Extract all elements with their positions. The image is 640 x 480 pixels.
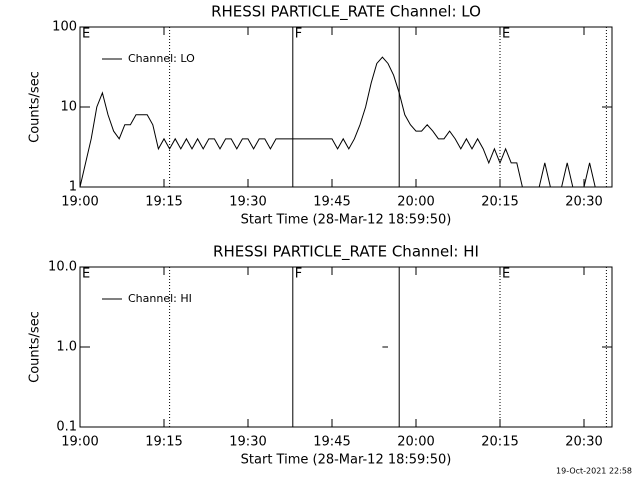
x-tick-label: 19:30 bbox=[229, 195, 266, 210]
y-axis-label: Counts/sec bbox=[28, 311, 43, 383]
marker-label: E bbox=[82, 267, 90, 282]
marker-label: F bbox=[295, 27, 302, 42]
x-tick-label: 20:00 bbox=[397, 195, 434, 210]
y-tick-label: 1 bbox=[69, 180, 77, 195]
x-tick-label: 20:00 bbox=[397, 435, 434, 450]
x-tick-label: 20:30 bbox=[565, 435, 602, 450]
marker-label: E bbox=[82, 27, 90, 42]
legend-label: Channel: HI bbox=[128, 292, 192, 305]
plot-frame bbox=[79, 26, 613, 188]
x-tick-label: 20:15 bbox=[481, 195, 518, 210]
y-axis-label: Counts/sec bbox=[28, 71, 43, 143]
legend-label: Channel: LO bbox=[128, 52, 195, 65]
x-tick-label: 20:15 bbox=[481, 435, 518, 450]
marker-label: E bbox=[502, 267, 510, 282]
chart-title: RHESSI PARTICLE_RATE Channel: LO bbox=[211, 3, 481, 22]
x-axis-label: Start Time (28-Mar-12 18:59:50) bbox=[241, 453, 452, 468]
y-tick-label: 1.0 bbox=[56, 340, 77, 355]
chart-title: RHESSI PARTICLE_RATE Channel: HI bbox=[213, 243, 479, 262]
x-tick-label: 19:30 bbox=[229, 435, 266, 450]
x-axis-label: Start Time (28-Mar-12 18:59:50) bbox=[241, 213, 452, 228]
footer: 19-Oct-2021 22:58 bbox=[556, 467, 632, 476]
x-tick-label: 19:45 bbox=[313, 195, 350, 210]
y-tick-label: 10.0 bbox=[48, 260, 77, 275]
x-tick-label: 19:00 bbox=[61, 195, 98, 210]
x-tick-label: 19:45 bbox=[313, 435, 350, 450]
x-tick-label: 19:00 bbox=[61, 435, 98, 450]
y-tick-label: 0.1 bbox=[56, 420, 77, 435]
y-tick-label: 10 bbox=[60, 100, 77, 115]
x-tick-label: 20:30 bbox=[565, 195, 602, 210]
marker-label: F bbox=[295, 267, 302, 282]
x-tick-label: 19:15 bbox=[145, 435, 182, 450]
y-tick-label: 100 bbox=[52, 20, 77, 35]
series-line bbox=[79, 56, 601, 188]
x-tick-label: 19:15 bbox=[145, 195, 182, 210]
marker-label: E bbox=[502, 27, 510, 42]
plot-frame bbox=[79, 266, 613, 428]
